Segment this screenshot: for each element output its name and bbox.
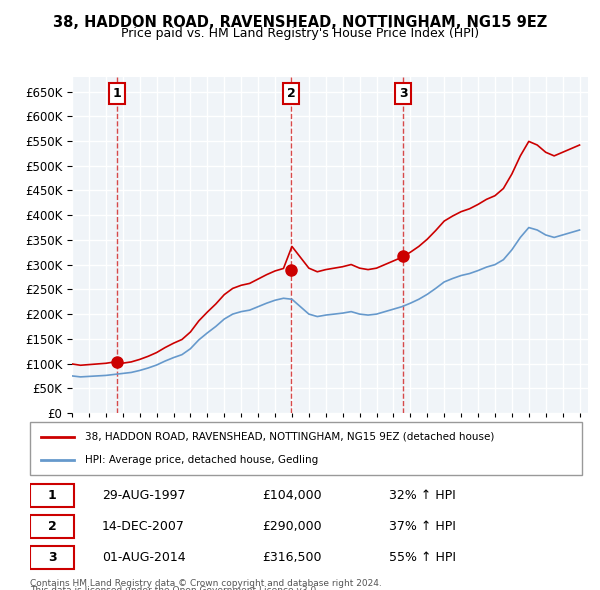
Text: 55% ↑ HPI: 55% ↑ HPI — [389, 551, 456, 564]
Text: This data is licensed under the Open Government Licence v3.0.: This data is licensed under the Open Gov… — [30, 586, 319, 590]
Text: 2: 2 — [48, 520, 56, 533]
FancyBboxPatch shape — [30, 515, 74, 538]
Text: HPI: Average price, detached house, Gedling: HPI: Average price, detached house, Gedl… — [85, 455, 319, 465]
FancyBboxPatch shape — [30, 422, 582, 475]
Text: 3: 3 — [48, 551, 56, 564]
Text: 32% ↑ HPI: 32% ↑ HPI — [389, 489, 455, 502]
FancyBboxPatch shape — [30, 546, 74, 569]
Text: 14-DEC-2007: 14-DEC-2007 — [102, 520, 185, 533]
Text: Contains HM Land Registry data © Crown copyright and database right 2024.: Contains HM Land Registry data © Crown c… — [30, 579, 382, 588]
Text: 38, HADDON ROAD, RAVENSHEAD, NOTTINGHAM, NG15 9EZ: 38, HADDON ROAD, RAVENSHEAD, NOTTINGHAM,… — [53, 15, 547, 30]
Text: Price paid vs. HM Land Registry's House Price Index (HPI): Price paid vs. HM Land Registry's House … — [121, 27, 479, 40]
Text: 38, HADDON ROAD, RAVENSHEAD, NOTTINGHAM, NG15 9EZ (detached house): 38, HADDON ROAD, RAVENSHEAD, NOTTINGHAM,… — [85, 432, 494, 442]
Text: 1: 1 — [113, 87, 121, 100]
Text: 01-AUG-2014: 01-AUG-2014 — [102, 551, 185, 564]
Text: 37% ↑ HPI: 37% ↑ HPI — [389, 520, 455, 533]
Text: 29-AUG-1997: 29-AUG-1997 — [102, 489, 185, 502]
FancyBboxPatch shape — [30, 484, 74, 507]
Text: 1: 1 — [48, 489, 56, 502]
Text: 3: 3 — [399, 87, 407, 100]
Text: 2: 2 — [287, 87, 295, 100]
Text: £104,000: £104,000 — [262, 489, 322, 502]
Text: £290,000: £290,000 — [262, 520, 322, 533]
Text: £316,500: £316,500 — [262, 551, 322, 564]
